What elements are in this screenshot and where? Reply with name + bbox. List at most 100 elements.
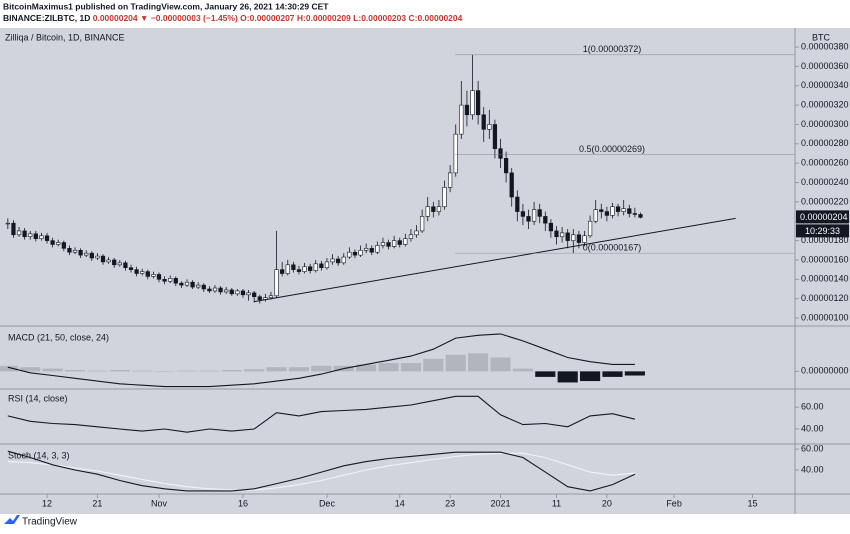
candle-body bbox=[565, 232, 570, 241]
candle-body bbox=[313, 263, 318, 271]
histogram-bar bbox=[602, 371, 623, 377]
candle-body bbox=[67, 248, 72, 253]
y-tick-label: 60.00 bbox=[801, 402, 824, 412]
y-tick-label: 0.00000380 bbox=[801, 41, 849, 51]
candle-body bbox=[554, 230, 559, 238]
candle-body bbox=[386, 242, 391, 247]
candle-body bbox=[453, 133, 458, 174]
candle-body bbox=[520, 211, 526, 217]
x-tick-label: 12 bbox=[42, 498, 52, 508]
y-tick-label: 40.00 bbox=[801, 423, 824, 433]
y-tick-label: 0.00000140 bbox=[801, 274, 849, 284]
x-tick-label: 14 bbox=[395, 498, 405, 508]
symbol-line: BINANCE:ZILBTC, 1D 0.00000204 ▼ −0.00000… bbox=[3, 13, 463, 23]
candle-body bbox=[39, 235, 44, 239]
histogram-bar bbox=[176, 370, 198, 372]
y-tick-label: 0.00000260 bbox=[801, 158, 849, 168]
candle-body bbox=[212, 287, 218, 292]
histogram-bar bbox=[0, 365, 18, 372]
histogram-bar bbox=[400, 363, 422, 372]
candle-body bbox=[302, 266, 307, 272]
y-tick-label: 40.00 bbox=[801, 464, 824, 474]
candle-body bbox=[134, 269, 139, 274]
candle-body bbox=[140, 271, 145, 274]
candle-body bbox=[627, 208, 632, 214]
symbol: BINANCE:ZILBTC, 1D bbox=[3, 13, 90, 23]
x-tick-label: 23 bbox=[445, 498, 455, 508]
arrow: ▼ bbox=[140, 13, 148, 23]
candle-body bbox=[72, 249, 78, 253]
x-tick-label: 15 bbox=[747, 498, 757, 508]
histogram-bar bbox=[288, 367, 310, 372]
candle-body bbox=[336, 258, 341, 264]
candle-body bbox=[425, 206, 430, 217]
candle-body bbox=[179, 282, 184, 286]
x-tick-label: Feb bbox=[666, 498, 682, 508]
y-tick-label: 0.00000360 bbox=[801, 61, 849, 71]
indicator-line bbox=[7, 395, 636, 433]
candle-body bbox=[162, 279, 167, 282]
histogram-bar bbox=[423, 358, 444, 372]
candle-body bbox=[207, 288, 212, 292]
candle-body bbox=[89, 252, 94, 259]
x-tick-label: Nov bbox=[151, 498, 168, 508]
candle-body bbox=[369, 248, 374, 253]
trendline bbox=[254, 217, 736, 303]
last-price-tag bbox=[796, 210, 849, 224]
y-tick-label: 0.00000000 bbox=[801, 366, 849, 376]
candle-body bbox=[420, 216, 425, 232]
pane-title: MACD (21, 50, close, 24) bbox=[8, 332, 109, 342]
candle-body bbox=[621, 208, 626, 212]
candle-body bbox=[526, 216, 531, 222]
candle-body bbox=[352, 251, 358, 256]
candle-body bbox=[593, 209, 598, 222]
candle-body bbox=[448, 172, 453, 188]
candle-body bbox=[78, 249, 83, 256]
candle-body bbox=[235, 290, 240, 295]
candle-body bbox=[145, 271, 150, 277]
logo: TradingView bbox=[22, 517, 78, 528]
change: −0.00000003 (−1.45%) bbox=[151, 13, 238, 23]
candle-body bbox=[638, 214, 643, 218]
candle-body bbox=[492, 124, 498, 149]
candle-body bbox=[487, 124, 492, 130]
open: O:0.00000207 bbox=[240, 13, 295, 23]
histogram-bar bbox=[356, 364, 377, 372]
candle-body bbox=[257, 296, 262, 300]
candle-body bbox=[632, 213, 637, 215]
candle-body bbox=[128, 267, 134, 270]
histogram-bar bbox=[535, 371, 556, 377]
candle-body bbox=[296, 269, 302, 272]
candle-body bbox=[615, 206, 621, 212]
candle-body bbox=[610, 206, 615, 216]
publisher: BitcoinMaximus1 published on TradingView… bbox=[3, 1, 329, 11]
candle-body bbox=[5, 222, 10, 225]
y-tick-label: 0.00000280 bbox=[801, 138, 849, 148]
candle-body bbox=[392, 240, 397, 247]
histogram-bar bbox=[221, 369, 242, 372]
axis-unit: BTC bbox=[812, 32, 831, 42]
countdown-tag bbox=[796, 224, 849, 238]
candle-body bbox=[375, 245, 380, 253]
y-tick-label: 0.00000100 bbox=[801, 312, 849, 322]
candle-body bbox=[503, 158, 509, 174]
candle-body bbox=[436, 206, 442, 212]
candle-body bbox=[224, 289, 229, 293]
y-tick-label: 60.00 bbox=[801, 443, 824, 453]
histogram-bar bbox=[580, 371, 601, 382]
histogram-bar bbox=[64, 369, 86, 372]
x-tick-label: 2021 bbox=[490, 498, 510, 508]
pane-title: RSI (14, close) bbox=[8, 393, 68, 403]
candle-body bbox=[559, 232, 565, 238]
histogram-bar bbox=[512, 368, 533, 372]
histogram-bar bbox=[132, 370, 153, 372]
histogram-bar bbox=[557, 371, 578, 383]
candle-body bbox=[587, 220, 593, 237]
y-tick-label: 0.00000340 bbox=[801, 80, 849, 90]
candle-body bbox=[537, 209, 542, 217]
candle-body bbox=[509, 172, 514, 198]
candle-body bbox=[11, 222, 16, 236]
candle-body bbox=[308, 266, 313, 271]
candle-body bbox=[95, 255, 100, 259]
